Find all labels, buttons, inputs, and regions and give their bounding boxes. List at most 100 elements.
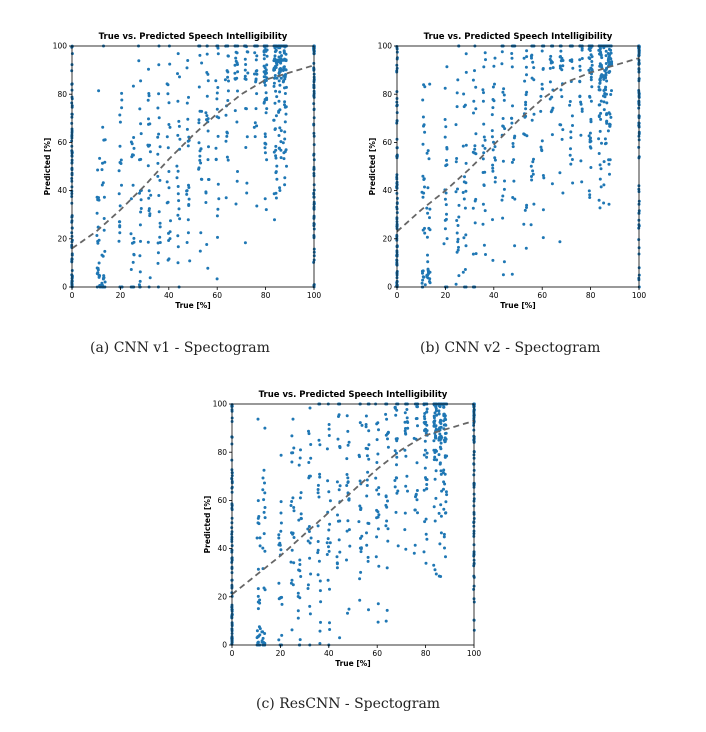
data-point — [455, 105, 459, 109]
data-point — [425, 487, 429, 491]
data-point — [277, 55, 281, 59]
data-point — [336, 513, 339, 517]
data-point — [603, 142, 607, 146]
data-point — [274, 114, 278, 118]
data-point — [415, 405, 419, 409]
data-point — [463, 103, 467, 107]
data-point — [493, 180, 497, 184]
data-point — [263, 146, 267, 150]
data-point — [274, 156, 278, 160]
data-point — [422, 550, 426, 554]
data-point — [597, 152, 601, 155]
data-point — [428, 216, 431, 220]
data-point — [603, 69, 607, 73]
chart-panel-rescnn: True vs. Predicted Speech Intelligibilit… — [190, 383, 490, 687]
data-point — [279, 76, 283, 80]
data-point — [306, 587, 310, 590]
data-point — [603, 87, 607, 91]
data-point — [432, 421, 436, 425]
data-point — [147, 117, 150, 121]
data-point — [176, 192, 180, 196]
data-point — [278, 50, 282, 54]
data-point — [279, 511, 283, 515]
data-point — [416, 424, 419, 428]
data-point — [386, 445, 390, 449]
data-point — [274, 89, 278, 93]
chart-panel-cnn-v1: True vs. Predicted Speech Intelligibilit… — [30, 25, 330, 329]
data-point — [607, 158, 611, 162]
data-point — [426, 149, 430, 153]
data-point — [588, 95, 592, 99]
data-point — [205, 114, 209, 118]
data-point — [589, 53, 593, 57]
x-tick-label: 20 — [276, 649, 286, 658]
data-point — [226, 54, 230, 58]
data-point — [296, 609, 300, 613]
data-point — [503, 179, 506, 183]
data-point — [274, 191, 278, 195]
data-point — [598, 177, 602, 181]
data-point — [424, 532, 428, 536]
data-point — [360, 534, 364, 538]
data-point — [523, 208, 527, 212]
data-point — [425, 407, 429, 411]
data-point — [420, 269, 424, 273]
data-point — [118, 224, 122, 228]
data-point — [272, 118, 276, 122]
data-point — [445, 158, 448, 162]
data-point — [482, 135, 486, 139]
data-point — [493, 145, 497, 149]
data-point — [252, 125, 256, 129]
data-point — [95, 234, 99, 237]
data-point — [262, 53, 266, 57]
data-point — [197, 141, 201, 145]
data-point — [274, 171, 278, 175]
data-point — [578, 95, 582, 99]
data-point — [541, 236, 545, 240]
data-point — [607, 47, 611, 51]
data-point — [501, 216, 505, 220]
x-tick-label: 0 — [70, 291, 75, 300]
data-point — [442, 423, 446, 427]
data-point — [283, 105, 287, 109]
data-point — [374, 555, 378, 559]
data-point — [263, 516, 267, 520]
data-point — [559, 59, 563, 63]
data-point — [444, 490, 448, 494]
data-point — [444, 125, 448, 129]
data-point — [396, 544, 400, 548]
data-point — [290, 578, 294, 582]
data-point — [432, 505, 436, 509]
data-point — [608, 56, 612, 60]
data-point — [422, 421, 426, 424]
data-point — [376, 602, 380, 606]
data-point — [511, 196, 515, 199]
data-point — [178, 217, 182, 221]
data-point — [548, 66, 552, 70]
data-point — [131, 153, 134, 157]
y-tick-label: 100 — [213, 400, 228, 409]
data-point — [338, 484, 342, 488]
x-tick-label: 100 — [632, 291, 647, 300]
data-point — [102, 195, 106, 199]
data-point — [243, 57, 247, 61]
data-point — [345, 414, 349, 418]
data-point — [308, 406, 312, 410]
data-point — [102, 228, 106, 232]
data-point — [158, 145, 162, 149]
data-point — [177, 207, 181, 211]
data-point — [589, 117, 593, 121]
data-point — [347, 607, 351, 611]
data-point — [365, 454, 369, 458]
data-point — [335, 566, 339, 570]
data-point — [157, 194, 161, 197]
data-point — [97, 196, 100, 200]
data-point — [443, 197, 447, 201]
data-point — [598, 78, 602, 82]
data-point — [424, 561, 428, 565]
data-point — [530, 53, 534, 57]
data-point — [510, 116, 514, 120]
data-point — [445, 212, 448, 216]
data-point — [206, 79, 210, 83]
data-point — [100, 283, 104, 287]
